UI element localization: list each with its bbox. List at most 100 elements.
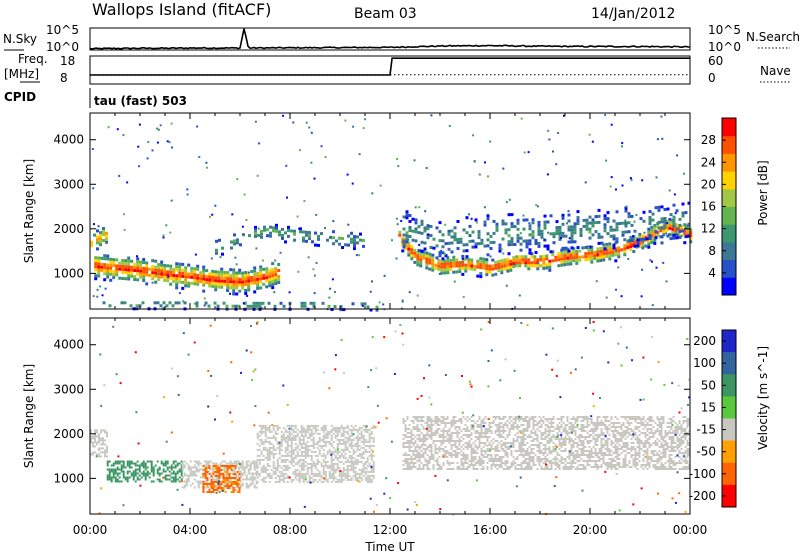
- velocity-cell: [494, 464, 497, 466]
- velocity-cell: [470, 432, 473, 434]
- velocity-cell: [249, 468, 252, 471]
- velocity-cell: [436, 430, 439, 432]
- velocity-cell: [318, 436, 321, 439]
- velocity-cell: [222, 487, 225, 489]
- velocity-cell: [582, 420, 585, 422]
- power-cell: [115, 264, 119, 268]
- velocity-cell: [496, 424, 499, 426]
- velocity-cell: [452, 424, 455, 426]
- velocity-cell: [316, 468, 319, 471]
- velocity-cell: [304, 428, 307, 431]
- velocity-cell: [498, 460, 501, 462]
- velocity-cell: [594, 430, 597, 432]
- velocity-cell: [282, 478, 285, 481]
- power-cell: [615, 249, 617, 252]
- velocity-cell: [356, 462, 359, 465]
- velocity-cell: [352, 448, 355, 451]
- velocity-cell: [280, 466, 283, 469]
- velocity-cell: [350, 478, 353, 481]
- power-cell: [402, 245, 406, 249]
- velocity-cell: [272, 464, 275, 467]
- velocity-cell: [158, 468, 161, 471]
- power-cell: [254, 234, 257, 238]
- velocity-cell: [178, 476, 181, 479]
- power-cell: [156, 301, 160, 305]
- power-cell: [414, 230, 418, 234]
- velocity-cell: [326, 460, 329, 463]
- velocity-cell: [510, 452, 513, 454]
- velocity-cell: [243, 472, 246, 475]
- power-cell: [208, 272, 212, 276]
- velocity-cell: [183, 480, 186, 483]
- velocity-cell: [344, 440, 347, 443]
- velocity-cell: [494, 430, 497, 432]
- velocity-cell: [474, 444, 477, 446]
- velocity-cell: [231, 470, 234, 473]
- power-cell: [232, 286, 236, 290]
- velocity-cell: [350, 456, 353, 459]
- velocity-cell: [410, 460, 413, 462]
- velocity-cell: [412, 464, 415, 466]
- power-cell: [366, 305, 370, 309]
- velocity-cell: [528, 446, 531, 448]
- power-cell: [677, 227, 681, 231]
- velocity-cell: [536, 428, 539, 430]
- power-cell: [497, 269, 501, 272]
- velocity-cell: [310, 444, 313, 447]
- power-cell: [271, 274, 275, 278]
- power-cell: [426, 224, 430, 228]
- power-cell: [193, 273, 197, 277]
- velocity-cell: [456, 436, 459, 438]
- velocity-cell: [362, 428, 365, 431]
- power-cell: [515, 258, 519, 262]
- velocity-cell: [574, 422, 577, 424]
- velocity-cell: [582, 468, 585, 470]
- power-cell: [494, 266, 498, 270]
- power-cell: [458, 270, 462, 274]
- velocity-cell: [580, 464, 583, 466]
- power-cell: [428, 267, 432, 271]
- velocity-cell: [464, 418, 467, 420]
- velocity-cell: [294, 436, 297, 439]
- velocity-cell: [526, 454, 529, 456]
- power-cell: [624, 209, 628, 213]
- velocity-cell: [418, 456, 421, 458]
- velocity-cell: [608, 434, 611, 436]
- power-cell: [272, 229, 275, 233]
- power-cell: [474, 242, 478, 246]
- power-cell: [250, 282, 254, 285]
- power-cell: [102, 227, 105, 230]
- power-cell: [288, 291, 291, 294]
- velocity-cell: [462, 452, 465, 454]
- velocity-cell: [256, 442, 259, 445]
- velocity-cell: [414, 458, 417, 460]
- velocity-cell: [582, 460, 585, 462]
- velocity-cell: [372, 460, 375, 463]
- power-cell: [94, 268, 98, 272]
- power-cell: [500, 265, 504, 269]
- velocity-cell: [262, 448, 265, 451]
- velocity-cell: [512, 424, 515, 426]
- velocity-cell: [144, 468, 147, 471]
- power-cell: [407, 250, 411, 254]
- velocity-cell: [282, 464, 285, 467]
- velocity-cell: [312, 446, 315, 449]
- power-cell: [576, 210, 580, 214]
- velocity-cell: [472, 452, 475, 454]
- velocity-cell: [596, 416, 599, 418]
- velocity-cell: [298, 476, 301, 479]
- power-cell: [543, 226, 547, 230]
- velocity-cell: [372, 424, 375, 427]
- velocity-cell: [596, 428, 599, 430]
- power-cell: [539, 264, 543, 268]
- power-cell: [428, 255, 432, 259]
- velocity-cell: [460, 450, 463, 452]
- velocity-cell: [360, 468, 363, 471]
- velocity-cell: [474, 464, 477, 466]
- velocity-cell: [486, 428, 489, 430]
- velocity-cell: [580, 442, 583, 444]
- velocity-cell: [144, 462, 147, 465]
- power-cell: [254, 231, 257, 235]
- velocity-cell: [570, 466, 573, 468]
- velocity-cell: [610, 450, 613, 452]
